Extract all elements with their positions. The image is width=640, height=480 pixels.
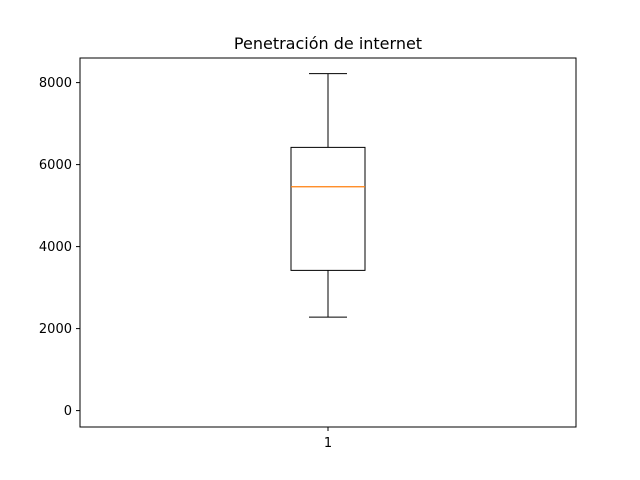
x-tick-label: 1 [324, 436, 332, 451]
plot-area: 0 2000 4000 6000 8000 1 [39, 57, 577, 451]
y-tick-label: 8000 [39, 76, 72, 91]
box-iqr [290, 146, 366, 271]
chart-title: Penetración de internet [234, 34, 422, 53]
y-tick-label: 6000 [39, 158, 72, 173]
y-tick-label: 2000 [39, 322, 72, 337]
y-tick-label: 0 [64, 404, 72, 419]
y-tick-label: 4000 [39, 240, 72, 255]
